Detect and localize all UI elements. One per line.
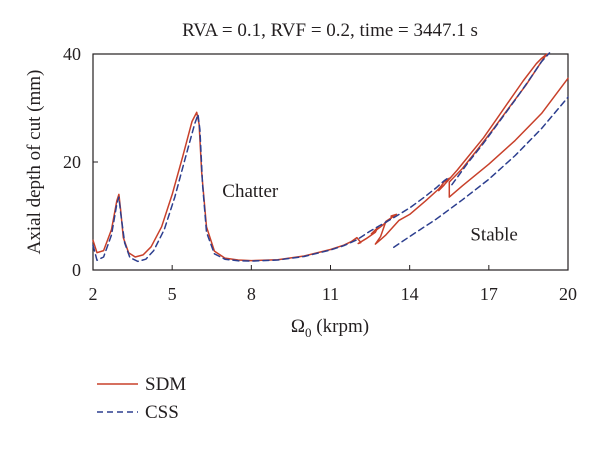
x-tick-label: 2 <box>89 284 98 304</box>
x-tick-label: 17 <box>480 284 498 304</box>
x-tick-label: 14 <box>401 284 419 304</box>
x-axis-label-subscript: 0 <box>305 325 312 340</box>
y-axis-label: Axial depth of cut (mm) <box>24 70 45 255</box>
legend-label-css: CSS <box>145 402 179 423</box>
x-axis-label-unit: (krpm) <box>312 316 370 337</box>
x-axis-label: Ω0 (krpm) <box>291 316 369 340</box>
annotation-label: Chatter <box>222 181 279 202</box>
series-line-css <box>92 113 451 263</box>
y-tick-label: 0 <box>72 260 81 280</box>
y-tick-label: 20 <box>63 152 81 172</box>
series-line-sdm <box>92 53 569 262</box>
series-line-css <box>393 96 569 249</box>
chart-title: RVA = 0.1, RVF = 0.2, time = 3447.1 s <box>182 20 478 41</box>
legend-label-sdm: SDM <box>145 374 186 395</box>
y-tick-label: 40 <box>63 44 81 64</box>
x-tick-label: 8 <box>247 284 256 304</box>
annotations: Chatter Stable <box>222 181 518 245</box>
x-tick-label: 11 <box>322 284 339 304</box>
legend: SDM CSS <box>97 374 186 423</box>
series-layer <box>92 52 569 263</box>
x-axis-label-symbol: Ω <box>291 316 305 337</box>
x-tick-label: 5 <box>168 284 177 304</box>
x-tick-label: 20 <box>559 284 577 304</box>
series-line-css <box>451 52 551 186</box>
annotation-label: Stable <box>470 224 517 245</box>
ticks: 2 5 8 11 14 17 20 0 20 40 <box>63 44 577 304</box>
